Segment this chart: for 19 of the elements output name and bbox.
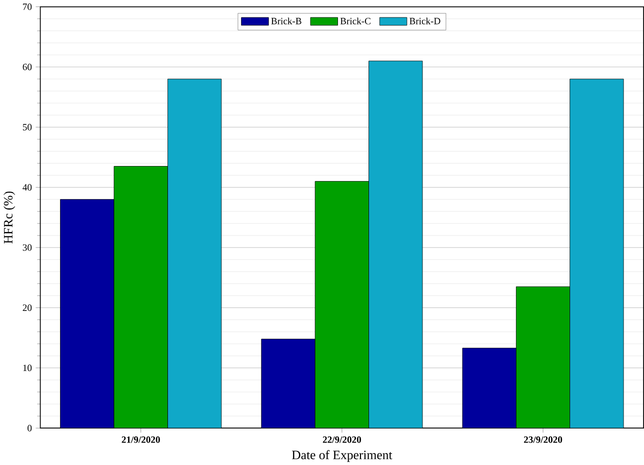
bar xyxy=(167,78,222,428)
legend-label: Brick-C xyxy=(340,17,370,24)
y-tick-label: 0 xyxy=(28,424,32,432)
y-tick-label: 10 xyxy=(23,364,32,371)
y-tick-label: 40 xyxy=(22,184,32,190)
x-axis-title: Date of Experiment xyxy=(292,450,392,462)
x-tick-label: 21/9/2020 xyxy=(122,436,160,443)
x-tick-label: 22/9/2020 xyxy=(322,436,361,443)
y-axis-title: HFRc (%) xyxy=(4,191,16,244)
y-tick-label: 60 xyxy=(22,64,32,70)
y-tick-label: 20 xyxy=(22,304,32,311)
y-tick-label: 30 xyxy=(22,244,32,251)
legend-label: Brick-D xyxy=(410,17,440,24)
y-tick-label: 70 xyxy=(23,3,32,10)
y-tick-label: 50 xyxy=(22,124,32,130)
x-tick-label: 23/9/2020 xyxy=(524,436,562,443)
legend-label: Brick-B xyxy=(271,17,302,24)
bar xyxy=(570,78,624,428)
bar xyxy=(368,60,423,428)
